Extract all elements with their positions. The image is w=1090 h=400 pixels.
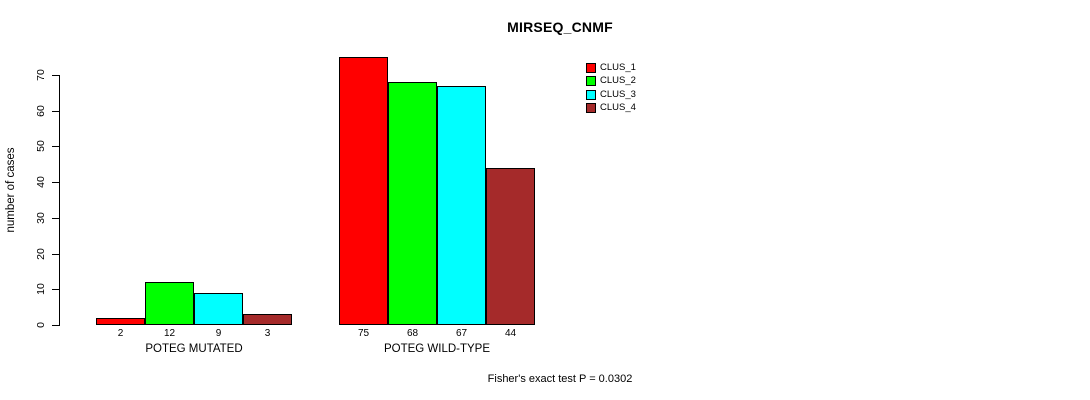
y-tick-mark <box>52 75 59 76</box>
y-tick-label: 60 <box>35 104 47 117</box>
bar-clus_4-1 <box>243 314 292 325</box>
legend-label: CLUS_2 <box>600 75 636 87</box>
bar-value-label: 68 <box>406 328 419 339</box>
y-tick-mark <box>52 325 59 326</box>
y-tick-label: 50 <box>35 140 47 153</box>
bar-clus_2-2 <box>388 82 437 325</box>
legend-label: CLUS_4 <box>600 102 636 114</box>
bar-value-label: 44 <box>504 328 517 339</box>
bar-value-label: 9 <box>215 328 222 339</box>
legend-label: CLUS_1 <box>600 62 636 73</box>
bar-clus_3-2 <box>437 86 486 325</box>
x-category-label: POTEG WILD-TYPE <box>383 343 491 355</box>
x-category-label: POTEG MUTATED <box>145 343 243 355</box>
legend: CLUS_1 CLUS_2 CLUS_3 CLUS_4 <box>586 63 636 114</box>
y-tick-label: 70 <box>35 69 47 81</box>
bar-value-label: 12 <box>163 328 176 339</box>
legend-swatch-clus_1 <box>586 63 596 73</box>
bar-value-label: 75 <box>357 328 370 339</box>
bar-value-label: 3 <box>264 328 271 339</box>
legend-label: CLUS_3 <box>600 88 636 100</box>
y-tick-mark <box>52 253 59 255</box>
bar-clus_3-1 <box>194 293 243 325</box>
legend-item: CLUS_1 <box>586 63 636 73</box>
annotation-text: Fisher's exact test P = 0.0302 <box>487 373 633 385</box>
y-tick-mark <box>52 110 59 112</box>
y-tick-label: 0 <box>35 322 47 328</box>
bar-clus_4-2 <box>486 168 535 325</box>
legend-item: CLUS_3 <box>586 88 636 100</box>
y-axis-label: number of cases <box>5 147 17 233</box>
legend-swatch-clus_3 <box>586 89 596 100</box>
y-tick-mark <box>52 289 59 291</box>
chart-title: MIRSEQ_CNMF <box>507 19 613 35</box>
bar-clus_1-1 <box>96 318 145 325</box>
legend-item: CLUS_2 <box>586 75 636 87</box>
y-tick-mark <box>52 146 59 148</box>
bar-clus_2-1 <box>145 282 194 325</box>
y-tick-label: 40 <box>35 176 47 188</box>
bar-value-label: 67 <box>455 328 468 339</box>
legend-swatch-clus_2 <box>586 76 596 87</box>
y-tick-label: 20 <box>35 247 47 260</box>
legend-item: CLUS_4 <box>586 102 636 114</box>
y-axis-line <box>59 75 60 326</box>
bar-value-label: 2 <box>117 328 124 339</box>
y-tick-mark <box>52 217 59 219</box>
y-tick-mark <box>52 182 59 184</box>
y-tick-label: 30 <box>35 212 47 224</box>
bar-clus_1-2 <box>339 57 388 325</box>
y-tick-label: 10 <box>35 283 47 296</box>
legend-swatch-clus_4 <box>586 103 596 114</box>
